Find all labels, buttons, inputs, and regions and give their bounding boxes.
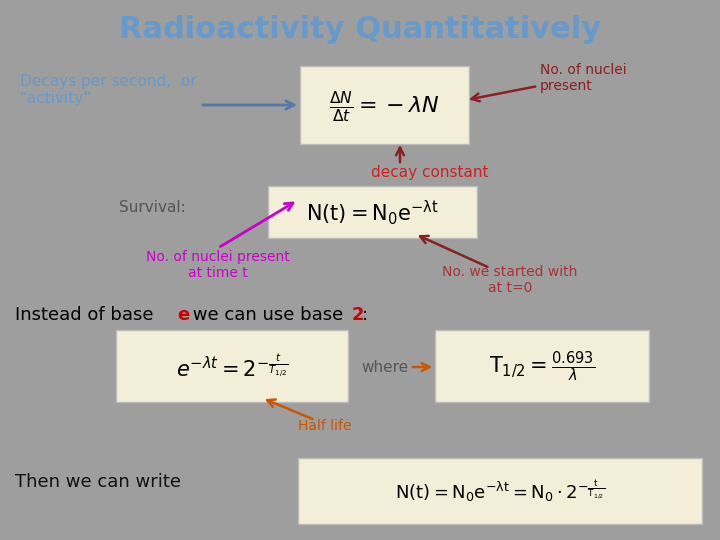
- Text: $\mathrm{N(t)=N_0e^{-\lambda t}}$: $\mathrm{N(t)=N_0e^{-\lambda t}}$: [305, 199, 438, 227]
- Text: $e^{-\lambda t}=2^{-\frac{t}{T_{1/2}}}$: $e^{-\lambda t}=2^{-\frac{t}{T_{1/2}}}$: [176, 354, 288, 380]
- FancyBboxPatch shape: [116, 330, 348, 402]
- Text: Then we can write: Then we can write: [15, 473, 181, 491]
- Text: $\frac{\Delta N}{\Delta t}=-\lambda N$: $\frac{\Delta N}{\Delta t}=-\lambda N$: [328, 90, 439, 125]
- Text: No. of nuclei present
at time t: No. of nuclei present at time t: [146, 250, 290, 280]
- FancyBboxPatch shape: [268, 186, 477, 238]
- Text: e: e: [177, 306, 189, 324]
- Text: Radioactivity Quantitatively: Radioactivity Quantitatively: [119, 16, 601, 44]
- FancyBboxPatch shape: [435, 330, 649, 402]
- Text: :: :: [362, 306, 368, 324]
- Text: $\mathrm{N(t)=N_0e^{-\lambda t}=N_0\cdot 2^{-\frac{t}{T_{1/2}}}}$: $\mathrm{N(t)=N_0e^{-\lambda t}=N_0\cdot…: [395, 478, 605, 504]
- FancyBboxPatch shape: [298, 458, 702, 524]
- Text: Survival:: Survival:: [119, 200, 185, 215]
- Text: we can use base: we can use base: [187, 306, 349, 324]
- Text: decay constant: decay constant: [372, 165, 489, 179]
- Text: No. of nuclei
present: No. of nuclei present: [540, 63, 626, 93]
- Text: No. we started with
at t=0: No. we started with at t=0: [442, 265, 577, 295]
- FancyBboxPatch shape: [300, 66, 469, 144]
- Text: Decays per second,  or
“activity”: Decays per second, or “activity”: [20, 74, 197, 106]
- Text: Instead of base: Instead of base: [15, 306, 159, 324]
- Text: Half life: Half life: [298, 419, 352, 433]
- Text: $\mathrm{T}_{1/2}=\frac{0.693}{\lambda}$: $\mathrm{T}_{1/2}=\frac{0.693}{\lambda}$: [489, 350, 595, 384]
- Text: where: where: [361, 360, 408, 375]
- Text: 2: 2: [352, 306, 364, 324]
